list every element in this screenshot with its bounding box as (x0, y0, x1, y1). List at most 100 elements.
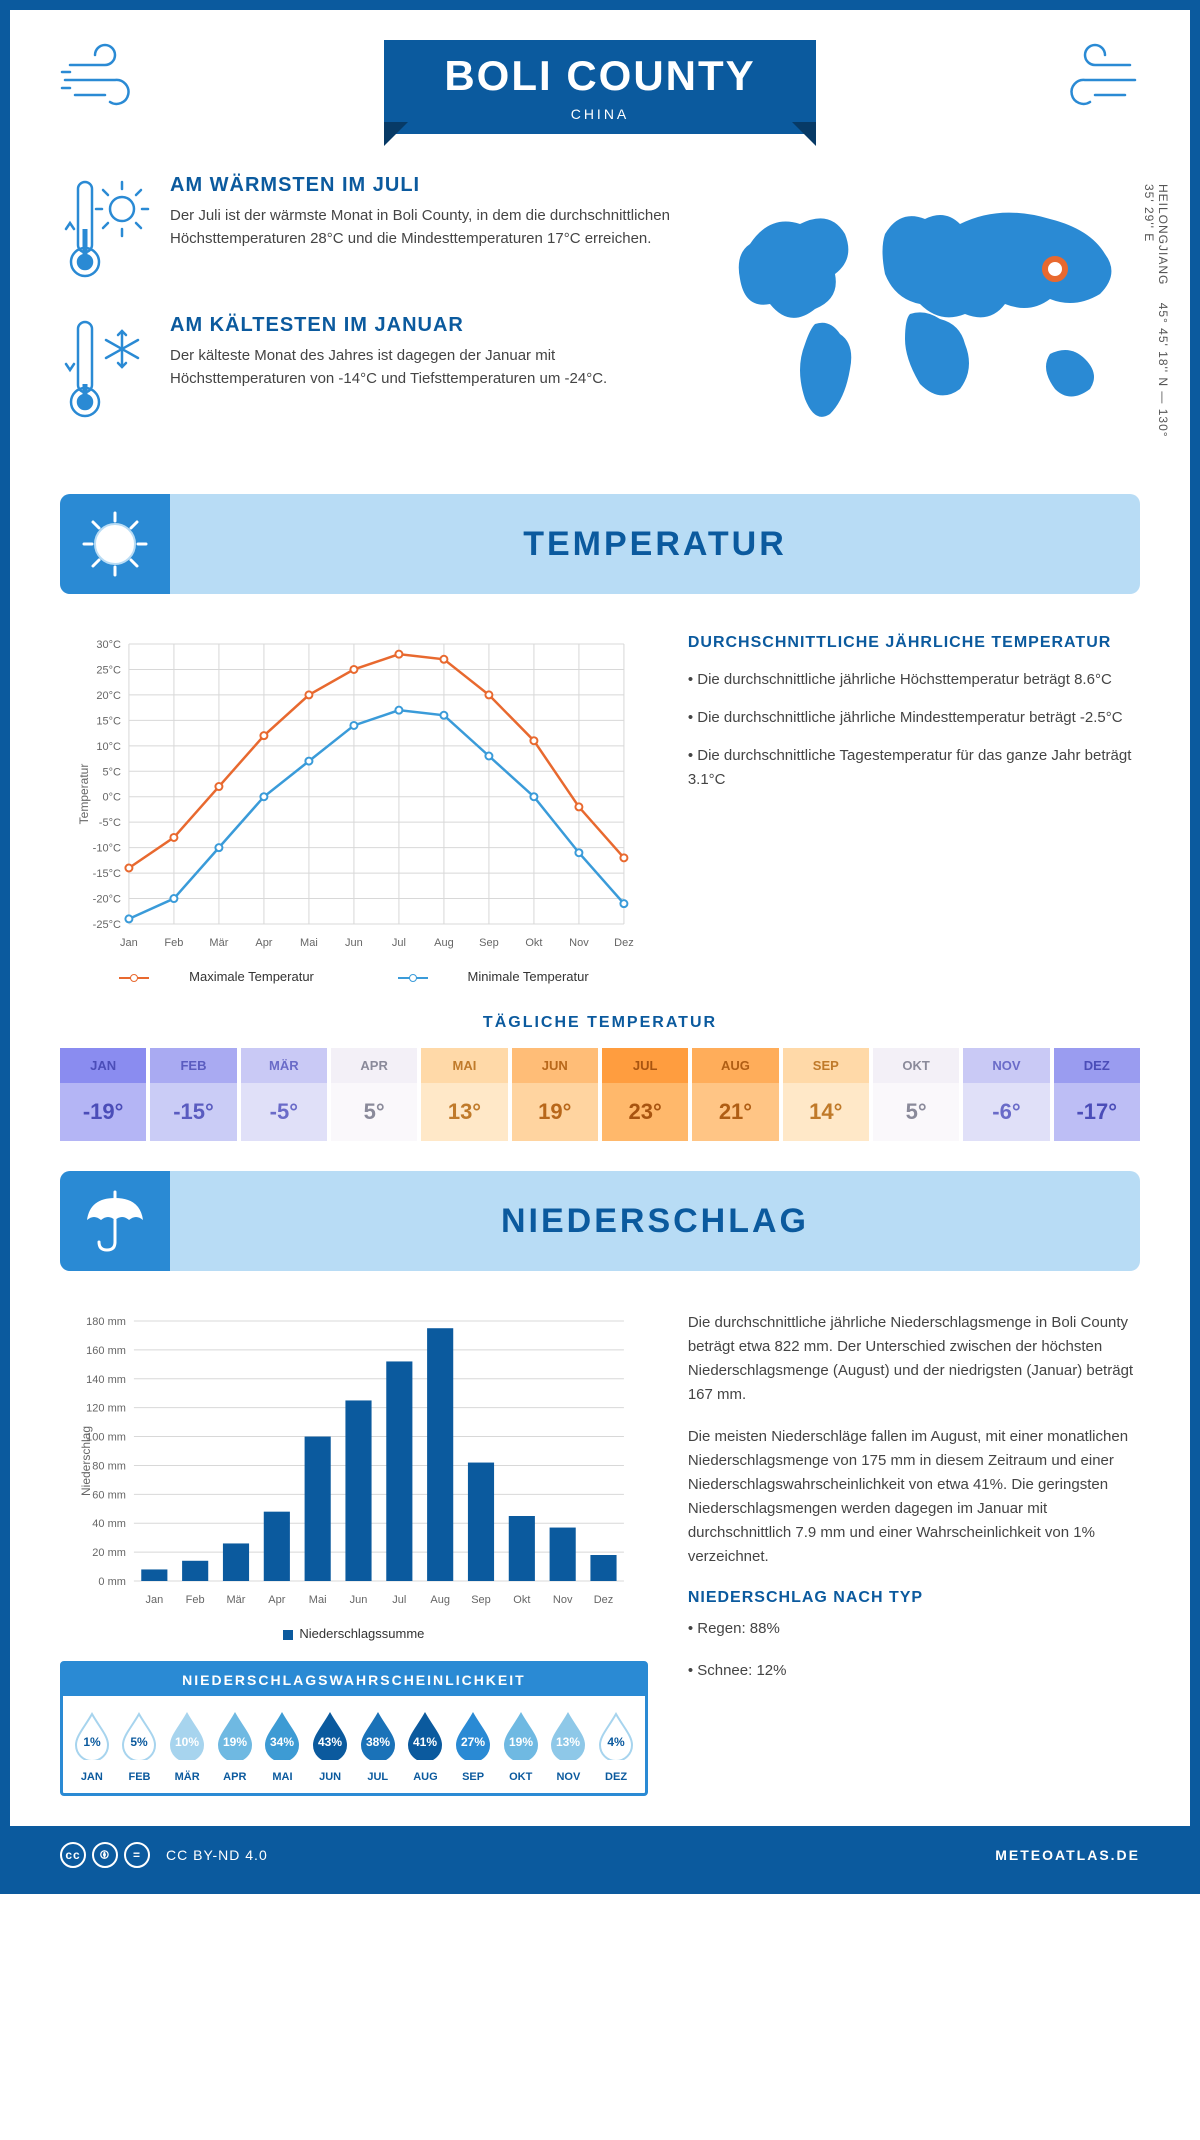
page-title: BOLI COUNTY (444, 52, 755, 100)
chart-legend: Maximale Temperatur Minimale Temperatur (60, 969, 648, 984)
svg-text:Okt: Okt (525, 937, 542, 949)
header: BOLI COUNTY CHINA (60, 40, 1140, 134)
svg-text:80 mm: 80 mm (92, 1460, 126, 1472)
svg-text:25°C: 25°C (96, 664, 121, 676)
svg-text:-15°C: -15°C (93, 868, 121, 880)
svg-text:20 mm: 20 mm (92, 1547, 126, 1559)
precipitation-title: NIEDERSCHLAG (170, 1202, 1140, 1241)
svg-text:160 mm: 160 mm (86, 1345, 126, 1357)
svg-text:-20°C: -20°C (93, 894, 121, 906)
wind-icon (60, 40, 160, 120)
svg-text:Nov: Nov (553, 1594, 573, 1606)
svg-text:Okt: Okt (513, 1594, 530, 1606)
month-cell: DEZ-17° (1054, 1048, 1140, 1141)
svg-text:Jan: Jan (120, 937, 138, 949)
svg-text:0°C: 0°C (102, 792, 121, 804)
daily-temp-strip: JAN-19°FEB-15°MÄR-5°APR5°MAI13°JUN19°JUL… (60, 1048, 1140, 1141)
svg-text:Jun: Jun (350, 1594, 368, 1606)
svg-text:27%: 27% (461, 1735, 485, 1749)
drop-cell: 10%MÄR (164, 1710, 210, 1783)
svg-text:1%: 1% (83, 1735, 101, 1749)
svg-text:Mai: Mai (309, 1594, 327, 1606)
drop-cell: 5%FEB (117, 1710, 163, 1783)
svg-text:Sep: Sep (471, 1594, 491, 1606)
svg-text:Aug: Aug (434, 937, 454, 949)
drop-cell: 19%OKT (498, 1710, 544, 1783)
sun-icon (80, 509, 150, 579)
svg-text:-5°C: -5°C (99, 817, 121, 829)
svg-text:Feb: Feb (164, 937, 183, 949)
page-frame: BOLI COUNTY CHINA AM WÄ (0, 0, 1200, 1894)
page-subtitle: CHINA (444, 106, 755, 122)
svg-text:10%: 10% (175, 1735, 199, 1749)
month-cell: OKT5° (873, 1048, 959, 1141)
temperature-title: TEMPERATUR (170, 525, 1140, 564)
drop-cell: 41%AUG (403, 1710, 449, 1783)
drop-cell: 1%JAN (69, 1710, 115, 1783)
svg-text:4%: 4% (607, 1735, 625, 1749)
svg-text:Mär: Mär (209, 937, 228, 949)
summary-row: AM WÄRMSTEN IM JULI Der Juli ist der wär… (60, 174, 1140, 454)
warmest-text: Der Juli ist der wärmste Monat in Boli C… (170, 205, 680, 250)
svg-text:20°C: 20°C (96, 690, 121, 702)
svg-text:19%: 19% (223, 1735, 247, 1749)
coldest-text: Der kälteste Monat des Jahres ist dagege… (170, 345, 680, 390)
month-cell: MAI13° (421, 1048, 507, 1141)
drop-cell: 19%APR (212, 1710, 258, 1783)
umbrella-icon (80, 1186, 150, 1256)
svg-text:Dez: Dez (594, 1594, 614, 1606)
coldest-block: AM KÄLTESTEN IM JANUAR Der kälteste Mona… (60, 314, 680, 424)
drop-cell: 38%JUL (355, 1710, 401, 1783)
coordinates: HEILONGJIANG 45° 45' 18'' N — 130° 35' 2… (1142, 184, 1170, 454)
svg-text:34%: 34% (270, 1735, 294, 1749)
month-cell: MÄR-5° (241, 1048, 327, 1141)
probability-box: NIEDERSCHLAGSWAHRSCHEINLICHKEIT 1%JAN5%F… (60, 1661, 648, 1796)
svg-text:Feb: Feb (186, 1594, 205, 1606)
svg-text:Apr: Apr (268, 1594, 285, 1606)
svg-text:Apr: Apr (255, 937, 272, 949)
month-cell: FEB-15° (150, 1048, 236, 1141)
svg-text:Temperatur: Temperatur (77, 764, 91, 825)
svg-text:180 mm: 180 mm (86, 1316, 126, 1328)
month-cell: SEP14° (783, 1048, 869, 1141)
svg-text:Aug: Aug (430, 1594, 450, 1606)
drop-cell: 27%SEP (450, 1710, 496, 1783)
month-cell: JUN19° (512, 1048, 598, 1141)
svg-text:Mär: Mär (227, 1594, 246, 1606)
svg-text:30°C: 30°C (96, 639, 121, 651)
precipitation-info: Die durchschnittliche jährliche Niedersc… (688, 1311, 1140, 1796)
svg-text:10°C: 10°C (96, 741, 121, 753)
title-ribbon: BOLI COUNTY CHINA (384, 40, 815, 134)
month-cell: NOV-6° (963, 1048, 1049, 1141)
drop-cell: 34%MAI (260, 1710, 306, 1783)
svg-text:5%: 5% (131, 1735, 149, 1749)
drop-cell: 13%NOV (546, 1710, 592, 1783)
warmest-heading: AM WÄRMSTEN IM JULI (170, 174, 680, 197)
coldest-heading: AM KÄLTESTEN IM JANUAR (170, 314, 680, 337)
drop-cell: 43%JUN (307, 1710, 353, 1783)
license-badge: cc🅯= CC BY-ND 4.0 (60, 1842, 268, 1868)
svg-text:-10°C: -10°C (93, 843, 121, 855)
svg-text:140 mm: 140 mm (86, 1374, 126, 1386)
svg-text:Jan: Jan (145, 1594, 163, 1606)
svg-text:40 mm: 40 mm (92, 1518, 126, 1530)
warmest-block: AM WÄRMSTEN IM JULI Der Juli ist der wär… (60, 174, 680, 284)
month-cell: AUG21° (692, 1048, 778, 1141)
svg-text:Niederschlag: Niederschlag (79, 1426, 93, 1496)
svg-text:15°C: 15°C (96, 715, 121, 727)
world-map: HEILONGJIANG 45° 45' 18'' N — 130° 35' 2… (720, 174, 1140, 454)
svg-text:0 mm: 0 mm (98, 1576, 126, 1588)
svg-text:Sep: Sep (479, 937, 499, 949)
site-name: METEOATLAS.DE (995, 1847, 1140, 1863)
drop-cell: 4%DEZ (593, 1710, 639, 1783)
svg-text:41%: 41% (413, 1735, 437, 1749)
svg-text:19%: 19% (509, 1735, 533, 1749)
svg-text:5°C: 5°C (102, 766, 121, 778)
svg-text:120 mm: 120 mm (86, 1403, 126, 1415)
month-cell: JAN-19° (60, 1048, 146, 1141)
svg-text:Jun: Jun (345, 937, 363, 949)
bar-legend: Niederschlagssumme (60, 1626, 648, 1641)
svg-text:60 mm: 60 mm (92, 1489, 126, 1501)
svg-text:Mai: Mai (300, 937, 318, 949)
month-cell: APR5° (331, 1048, 417, 1141)
